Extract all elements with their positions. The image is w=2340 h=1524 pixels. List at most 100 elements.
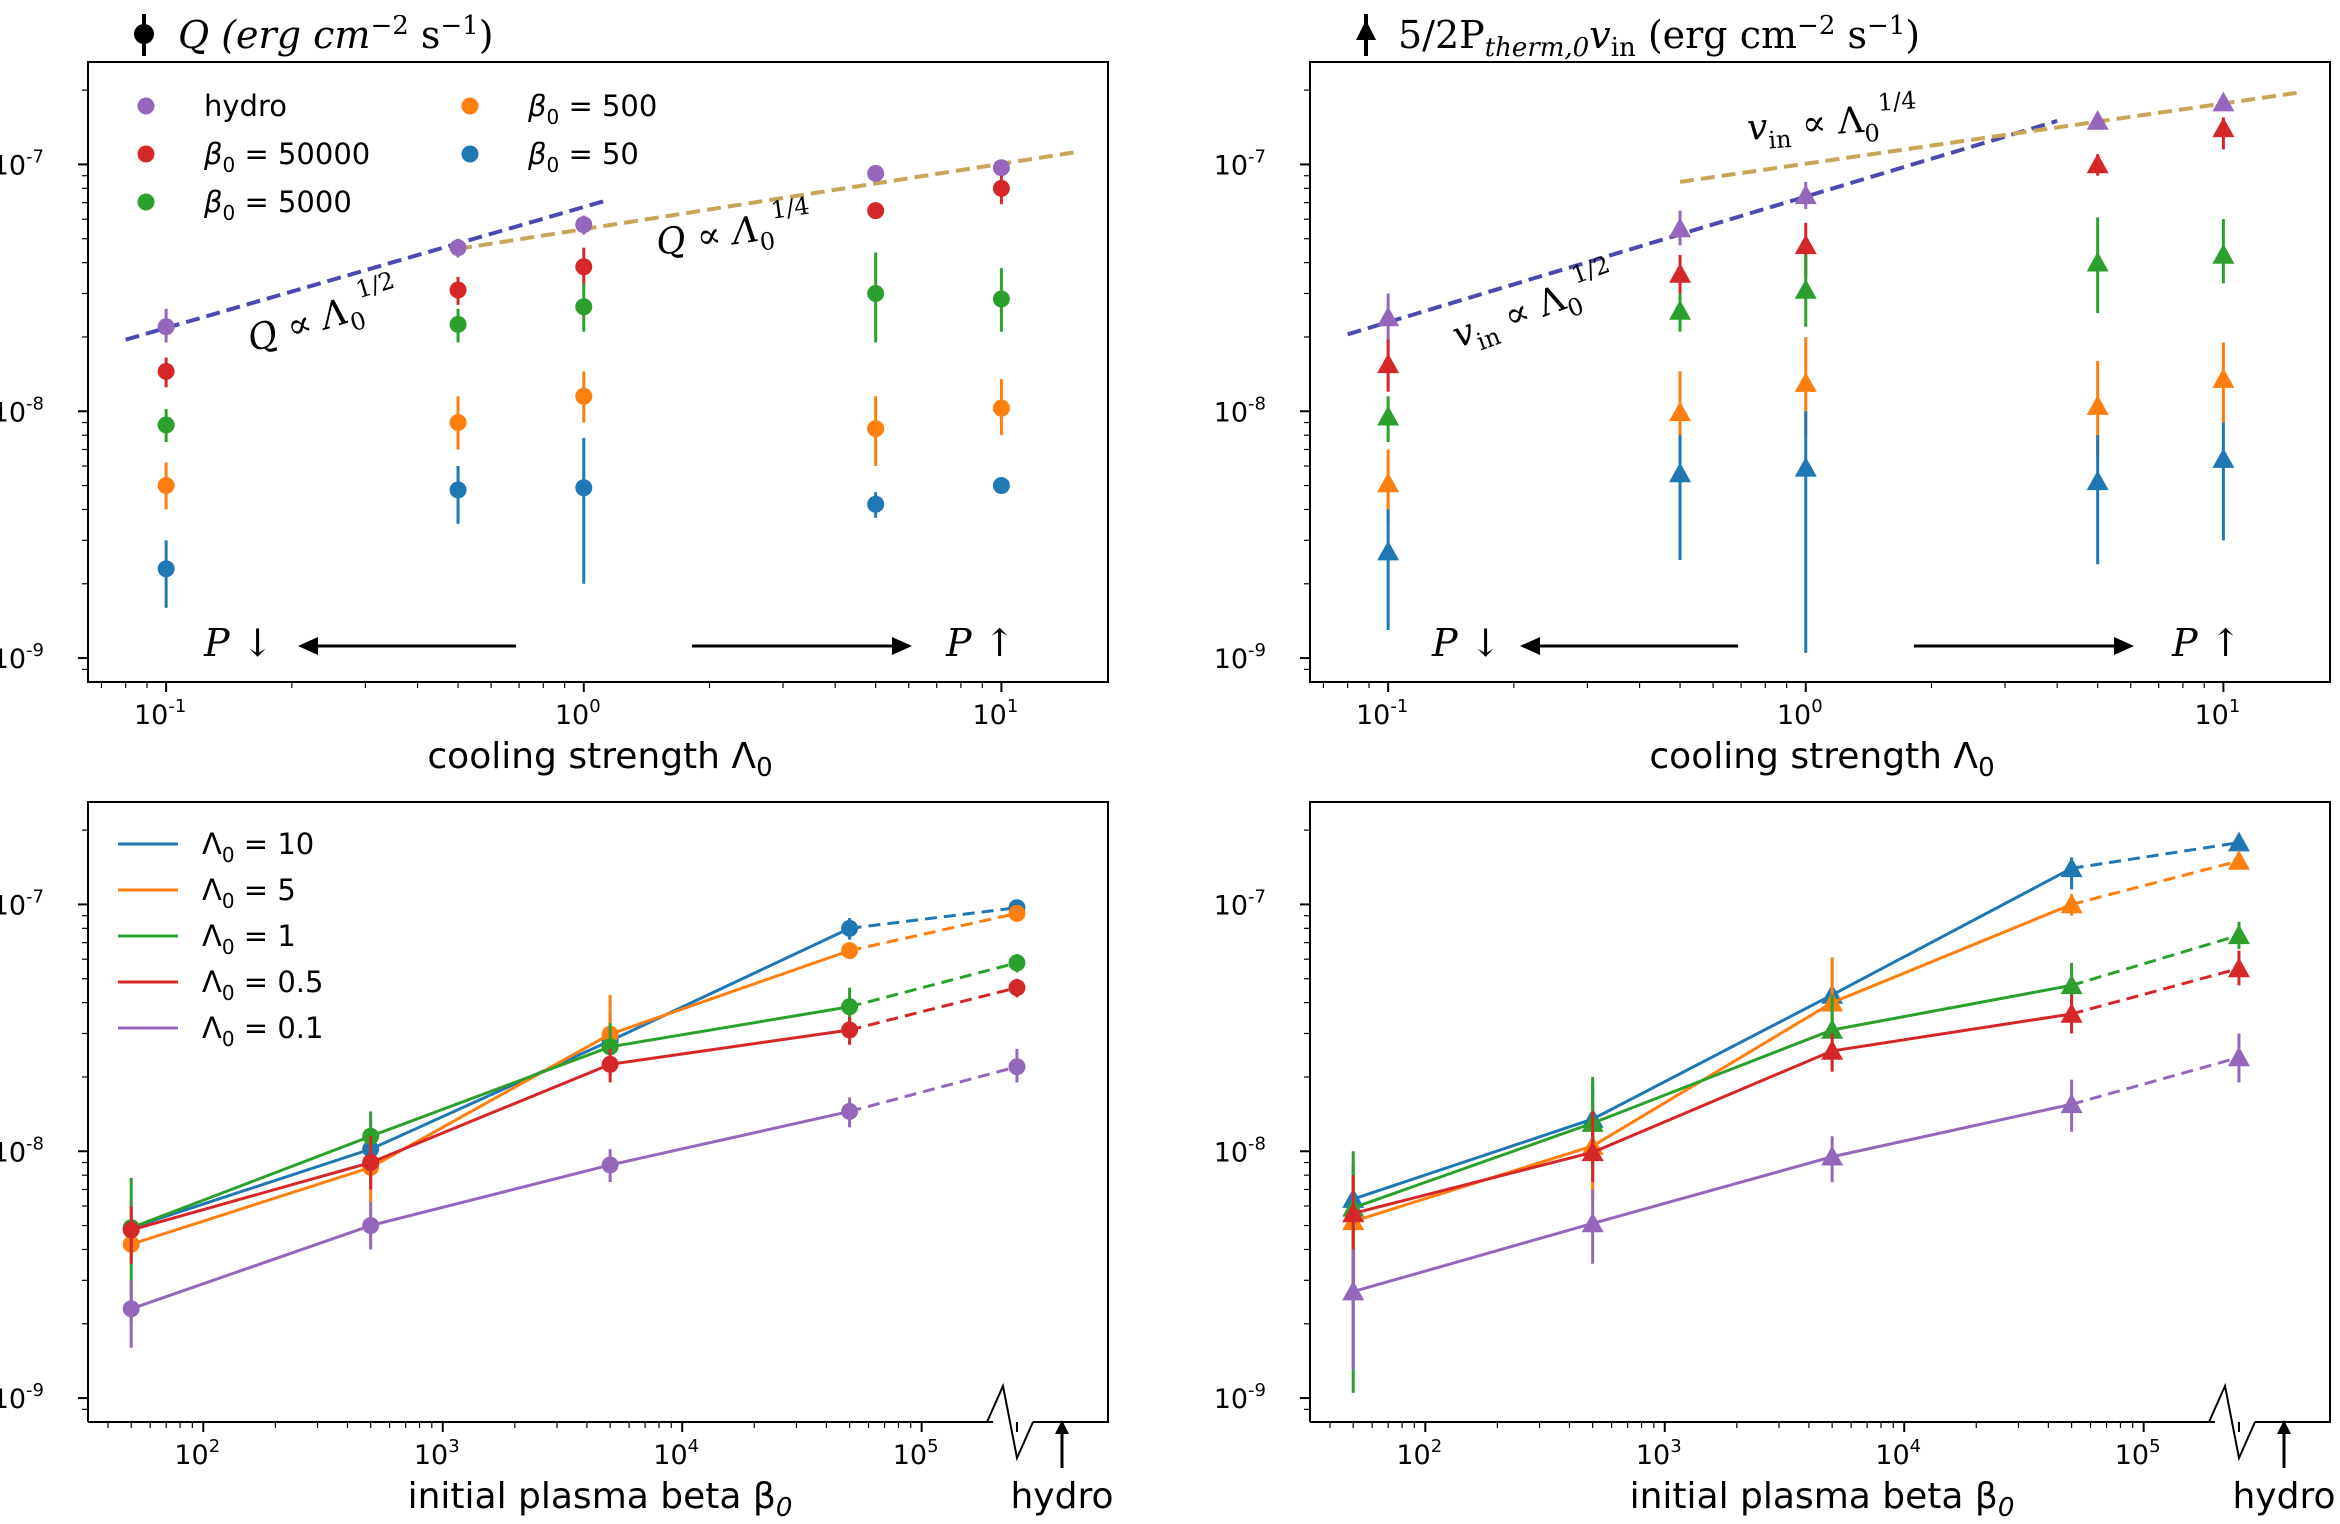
- fit-quarter-label-panel1: Q ∝ Λ01/4: [652, 192, 815, 271]
- data-point-beta500: [157, 477, 175, 495]
- hydro-label-panel4: hydro: [2232, 1476, 2335, 1517]
- series-hydro-dashed-lam1: [2071, 933, 2240, 987]
- legend-label-lam10: Λ0 = 10: [202, 827, 314, 867]
- legend-label-beta50000: β0 = 50000: [203, 137, 370, 177]
- series-line-lam01: [1352, 1102, 2072, 1294]
- data-point-lam05: [122, 1221, 140, 1239]
- x-tick-label: 104: [653, 1436, 699, 1471]
- x-tick-label: 102: [1396, 1436, 1442, 1471]
- axes-frame: [1309, 61, 2331, 683]
- x-tick-label: 103: [414, 1436, 460, 1471]
- xlabel-panel2: cooling strength Λ0: [1649, 736, 1994, 783]
- title2-v: v: [1589, 13, 1611, 57]
- x-tick-label: 10-1: [134, 696, 186, 731]
- legend-label-hydro: hydro: [204, 89, 287, 123]
- data-point-hydro: [575, 216, 593, 234]
- data-point-beta500: [2086, 395, 2109, 415]
- data-point-lam01: [841, 1102, 859, 1120]
- data-point-beta500: [449, 414, 467, 432]
- series-hydro-dashed-lam5: [2071, 859, 2240, 906]
- title2-end: ): [1905, 13, 1920, 57]
- title2-vsub: in: [1611, 33, 1636, 63]
- data-point-hydro-lam01: [1008, 1058, 1026, 1076]
- data-point-beta50000: [1794, 234, 1817, 255]
- y-tick-label: 10-7: [1214, 146, 1266, 181]
- data-point-beta50000: [2212, 117, 2235, 138]
- panel1-title: Q (erg cm−2 s−1): [134, 11, 494, 57]
- y-tick-label: 10-8: [0, 393, 44, 428]
- legend-label-beta500: β0 = 500: [527, 89, 657, 129]
- data-point-hydro: [449, 239, 467, 257]
- xlabel-panel1: cooling strength Λ0: [427, 736, 772, 783]
- series-line-lam5: [130, 949, 851, 1246]
- data-point-beta5000: [1669, 299, 1692, 320]
- data-point-beta500: [1377, 472, 1400, 493]
- data-point-lam1: [2060, 974, 2083, 995]
- data-point-lam1: [601, 1038, 619, 1056]
- data-point-beta500: [867, 420, 885, 438]
- data-point-lam05: [601, 1055, 619, 1073]
- title2-rest: (erg cm: [1636, 13, 1797, 57]
- series-line-lam5: [1352, 903, 2073, 1223]
- y-tick-label: 10-7: [1214, 886, 1266, 921]
- data-point-beta50: [449, 481, 467, 499]
- xlabel-panel4: initial plasma beta β0: [1630, 1476, 2015, 1523]
- y-tick-label: 10-8: [0, 1133, 44, 1168]
- data-point-beta50: [1377, 540, 1400, 561]
- data-point-beta500: [992, 399, 1010, 417]
- series-hydro-dashed-lam1: [849, 961, 1018, 1009]
- svg-text:Q (erg cm−2 s−1): Q (erg cm−2 s−1): [178, 11, 494, 57]
- legend-label-beta50: β0 = 50: [527, 137, 639, 177]
- data-point-lam05: [841, 1021, 859, 1039]
- fit-half-label-panel2: vin ∝ Λ01/2: [1444, 250, 1624, 363]
- pressure-down-label-panel1: P ↓: [203, 621, 274, 665]
- data-point-beta50: [1794, 456, 1817, 477]
- svg-text:5/2Ptherm,0vin (erg cm−2 s−1): 5/2Ptherm,0vin (erg cm−2 s−1): [1398, 11, 1920, 63]
- arrow-left-icon: [298, 637, 318, 655]
- data-point-lam01: [362, 1217, 380, 1235]
- panel-top-left: 10-7 10-8 10-9 10-1 100 101 hydro β0 = 50000 β0 …: [0, 61, 1109, 731]
- legend-marker-hydro: [137, 97, 155, 115]
- series-line-lam10: [130, 926, 851, 1230]
- data-point-beta50000: [449, 281, 467, 299]
- data-point-beta50000: [575, 258, 593, 276]
- data-point-hydro-lam01: [2227, 1046, 2250, 1067]
- arrow-right-icon: [892, 637, 912, 655]
- panel-top-right: 10-7 10-8 10-9 10-1 100 101: [1214, 61, 2331, 731]
- y-tick-label: 10-9: [0, 1380, 44, 1415]
- axis-break-icon: [2208, 1382, 2256, 1462]
- data-point-beta50000: [2086, 153, 2109, 174]
- data-point-hydro-lam10: [2227, 831, 2250, 852]
- data-point-beta5000: [867, 284, 885, 302]
- title2-exp2: −1: [1867, 11, 1905, 41]
- data-point-lam01: [1342, 1280, 1365, 1301]
- y-tick-label: 10-8: [1214, 393, 1266, 428]
- y-tick-label: 10-9: [1214, 1380, 1266, 1415]
- legend-marker-beta50: [461, 145, 479, 163]
- x-tick-label: 100: [1777, 696, 1823, 731]
- data-point-beta50000: [867, 202, 885, 220]
- data-point-hydro-lam05: [2227, 957, 2250, 978]
- series-hydro-dashed-lam05: [2071, 967, 2240, 1016]
- series-hydro-dashed-lam05: [849, 986, 1018, 1032]
- x-tick-label: 101: [972, 696, 1018, 731]
- data-point-hydro: [2212, 91, 2235, 112]
- series-line-lam1: [130, 1005, 850, 1230]
- data-point-lam05: [362, 1154, 380, 1172]
- data-point-beta5000: [2212, 243, 2235, 264]
- legend-label-beta5000: β0 = 5000: [203, 185, 352, 225]
- pressure-down-label-panel2: P ↓: [1431, 621, 1502, 665]
- series-hydro-dashed-lam5: [849, 911, 1018, 953]
- data-point-lam01: [2060, 1093, 2083, 1114]
- data-point-hydro-lam1: [1008, 954, 1026, 972]
- data-point-lam05: [1821, 1039, 1844, 1060]
- data-point-lam5: [2060, 893, 2083, 914]
- data-point-beta500: [1794, 372, 1817, 392]
- data-point-beta50: [1669, 462, 1692, 483]
- x-tick-label: 103: [1636, 1436, 1682, 1471]
- title2-exp1: −2: [1797, 11, 1835, 41]
- data-point-lam05: [1581, 1141, 1604, 1162]
- fit-line-fit_half: [125, 197, 610, 342]
- data-point-lam5: [841, 942, 859, 960]
